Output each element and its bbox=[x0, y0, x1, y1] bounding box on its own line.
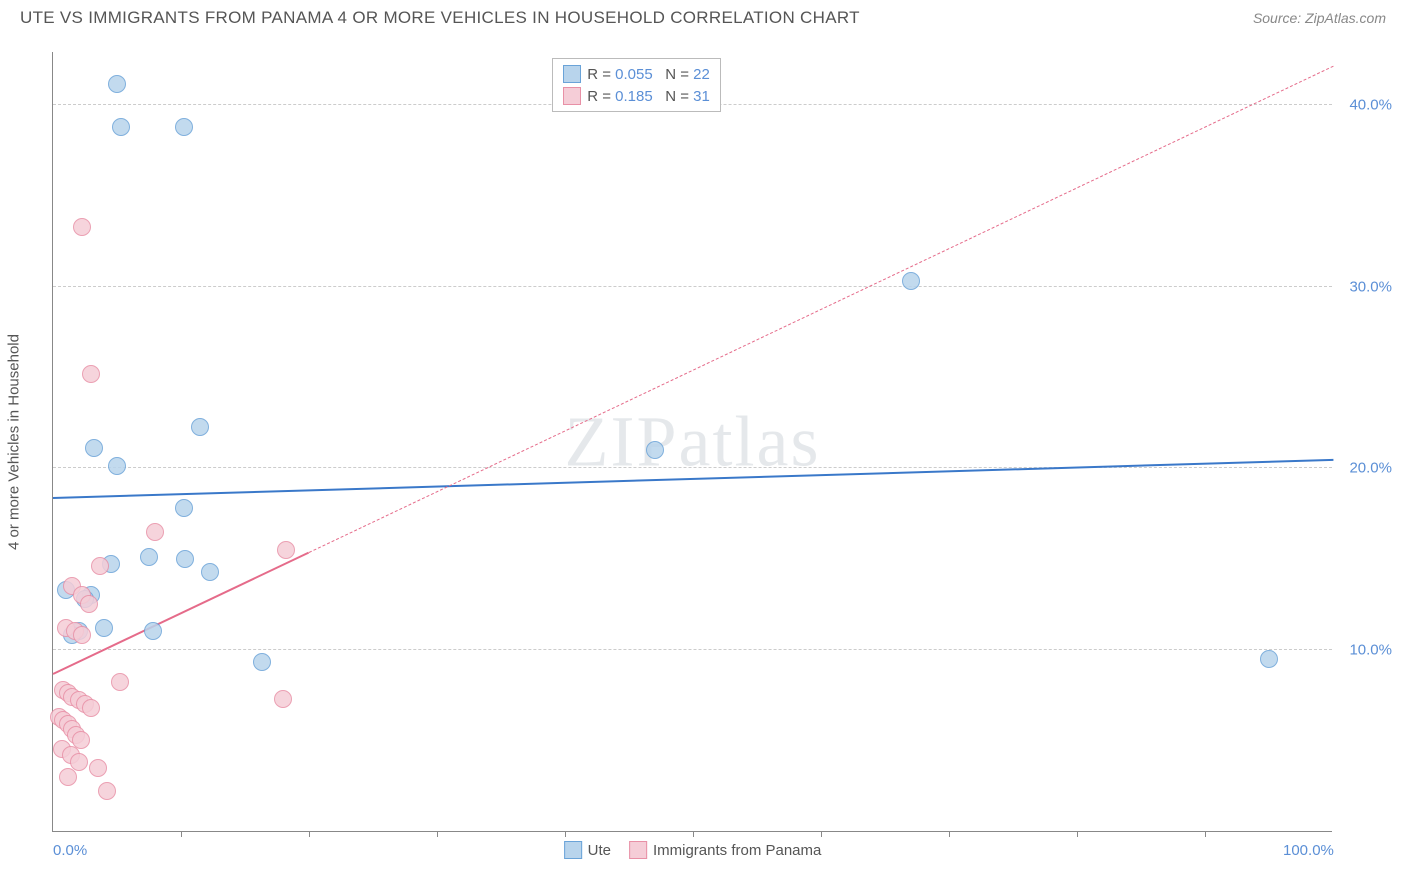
x-tick-label: 100.0% bbox=[1283, 842, 1334, 859]
x-tick bbox=[181, 831, 182, 837]
data-point bbox=[175, 499, 193, 517]
data-point bbox=[902, 272, 920, 290]
data-point bbox=[646, 441, 664, 459]
chart-title: UTE VS IMMIGRANTS FROM PANAMA 4 OR MORE … bbox=[20, 8, 860, 28]
data-point bbox=[73, 626, 91, 644]
legend-swatch bbox=[564, 841, 582, 859]
x-tick bbox=[1077, 831, 1078, 837]
data-point bbox=[201, 563, 219, 581]
legend-swatch bbox=[563, 87, 581, 105]
data-point bbox=[144, 622, 162, 640]
y-tick-label: 40.0% bbox=[1349, 97, 1392, 114]
data-point bbox=[111, 673, 129, 691]
stats-legend-text: R = 0.055 N = 22 bbox=[587, 66, 710, 83]
data-point bbox=[89, 759, 107, 777]
series-legend-label: Immigrants from Panama bbox=[653, 842, 821, 859]
data-point bbox=[1260, 650, 1278, 668]
data-point bbox=[108, 75, 126, 93]
plot-area: ZIPatlas 10.0%20.0%30.0%40.0%0.0%100.0%R… bbox=[52, 52, 1332, 832]
data-point bbox=[191, 418, 209, 436]
trend-line bbox=[53, 552, 310, 675]
data-point bbox=[277, 541, 295, 559]
y-axis-title: 4 or more Vehicles in Household bbox=[6, 334, 23, 550]
chart-header: UTE VS IMMIGRANTS FROM PANAMA 4 OR MORE … bbox=[0, 0, 1406, 28]
y-tick-label: 10.0% bbox=[1349, 641, 1392, 658]
y-tick-label: 20.0% bbox=[1349, 460, 1392, 477]
series-legend-label: Ute bbox=[588, 842, 611, 859]
data-point bbox=[80, 595, 98, 613]
y-tick-label: 30.0% bbox=[1349, 278, 1392, 295]
x-tick bbox=[949, 831, 950, 837]
data-point bbox=[274, 690, 292, 708]
data-point bbox=[73, 218, 91, 236]
series-legend-item: Immigrants from Panama bbox=[629, 841, 821, 859]
data-point bbox=[176, 550, 194, 568]
data-point bbox=[82, 365, 100, 383]
gridline-h bbox=[53, 467, 1332, 468]
x-tick bbox=[309, 831, 310, 837]
x-tick-label: 0.0% bbox=[53, 842, 87, 859]
chart-container: 4 or more Vehicles in Household ZIPatlas… bbox=[52, 52, 1382, 832]
gridline-h bbox=[53, 649, 1332, 650]
data-point bbox=[95, 619, 113, 637]
data-point bbox=[146, 523, 164, 541]
series-legend-item: Ute bbox=[564, 841, 611, 859]
stats-legend-row: R = 0.055 N = 22 bbox=[563, 63, 710, 85]
data-point bbox=[140, 548, 158, 566]
x-tick bbox=[437, 831, 438, 837]
data-point bbox=[253, 653, 271, 671]
trend-line bbox=[53, 459, 1333, 499]
x-tick bbox=[821, 831, 822, 837]
stats-legend-row: R = 0.185 N = 31 bbox=[563, 85, 710, 107]
data-point bbox=[85, 439, 103, 457]
legend-swatch bbox=[629, 841, 647, 859]
x-tick bbox=[565, 831, 566, 837]
trend-line bbox=[309, 66, 1333, 553]
data-point bbox=[112, 118, 130, 136]
data-point bbox=[108, 457, 126, 475]
stats-legend-text: R = 0.185 N = 31 bbox=[587, 88, 710, 105]
legend-swatch bbox=[563, 65, 581, 83]
x-tick bbox=[1205, 831, 1206, 837]
data-point bbox=[82, 699, 100, 717]
data-point bbox=[59, 768, 77, 786]
series-legend: Ute Immigrants from Panama bbox=[564, 841, 822, 859]
data-point bbox=[91, 557, 109, 575]
source-attribution: Source: ZipAtlas.com bbox=[1253, 10, 1386, 26]
stats-legend: R = 0.055 N = 22 R = 0.185 N = 31 bbox=[552, 58, 721, 112]
data-point bbox=[175, 118, 193, 136]
gridline-h bbox=[53, 286, 1332, 287]
x-tick bbox=[693, 831, 694, 837]
data-point bbox=[98, 782, 116, 800]
